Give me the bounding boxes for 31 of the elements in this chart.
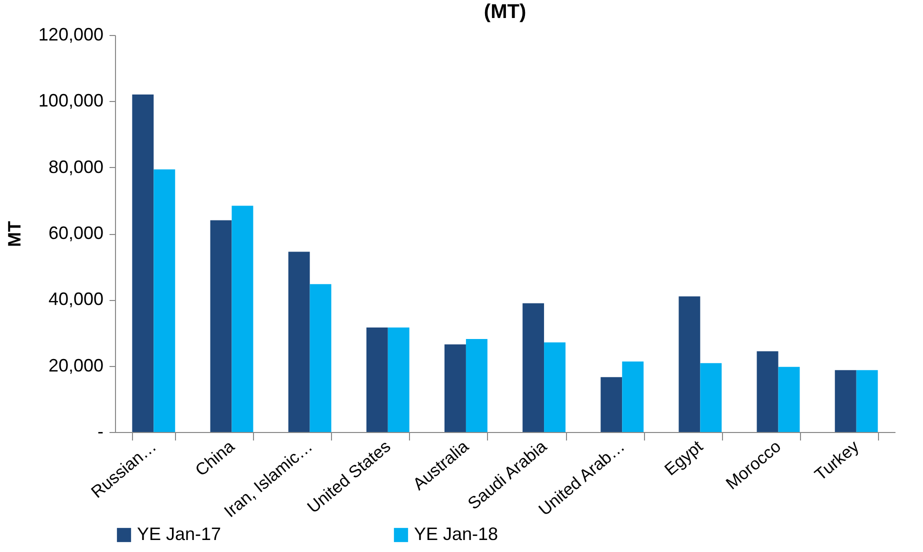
y-tick-label: - <box>98 422 104 442</box>
bar <box>678 296 700 432</box>
bar <box>132 94 154 432</box>
bar <box>700 363 722 432</box>
bar <box>778 366 800 432</box>
bar <box>522 303 544 432</box>
y-tick-label: 80,000 <box>48 156 104 177</box>
bar <box>388 327 410 432</box>
y-tick-label: 20,000 <box>48 355 104 376</box>
bar <box>834 370 856 432</box>
y-tick-label: 60,000 <box>48 223 104 243</box>
bar <box>288 252 310 432</box>
y-tick-label: 40,000 <box>48 289 104 310</box>
bar <box>544 342 566 432</box>
bar <box>466 339 488 432</box>
bar <box>600 377 622 432</box>
bar <box>232 206 254 432</box>
y-axis-title: MT <box>4 221 24 247</box>
chart-title: (MT) <box>484 1 526 23</box>
bar <box>210 220 232 432</box>
bar <box>366 327 388 432</box>
bar <box>310 284 332 432</box>
legend-label: YE Jan-18 <box>414 524 498 544</box>
y-tick-label: 100,000 <box>38 90 104 111</box>
bar <box>154 169 176 432</box>
bar <box>756 351 778 432</box>
legend-label: YE Jan-17 <box>137 524 222 544</box>
bar <box>856 370 878 432</box>
bar <box>444 344 466 432</box>
bar <box>622 362 644 432</box>
y-tick-label: 120,000 <box>38 24 104 44</box>
